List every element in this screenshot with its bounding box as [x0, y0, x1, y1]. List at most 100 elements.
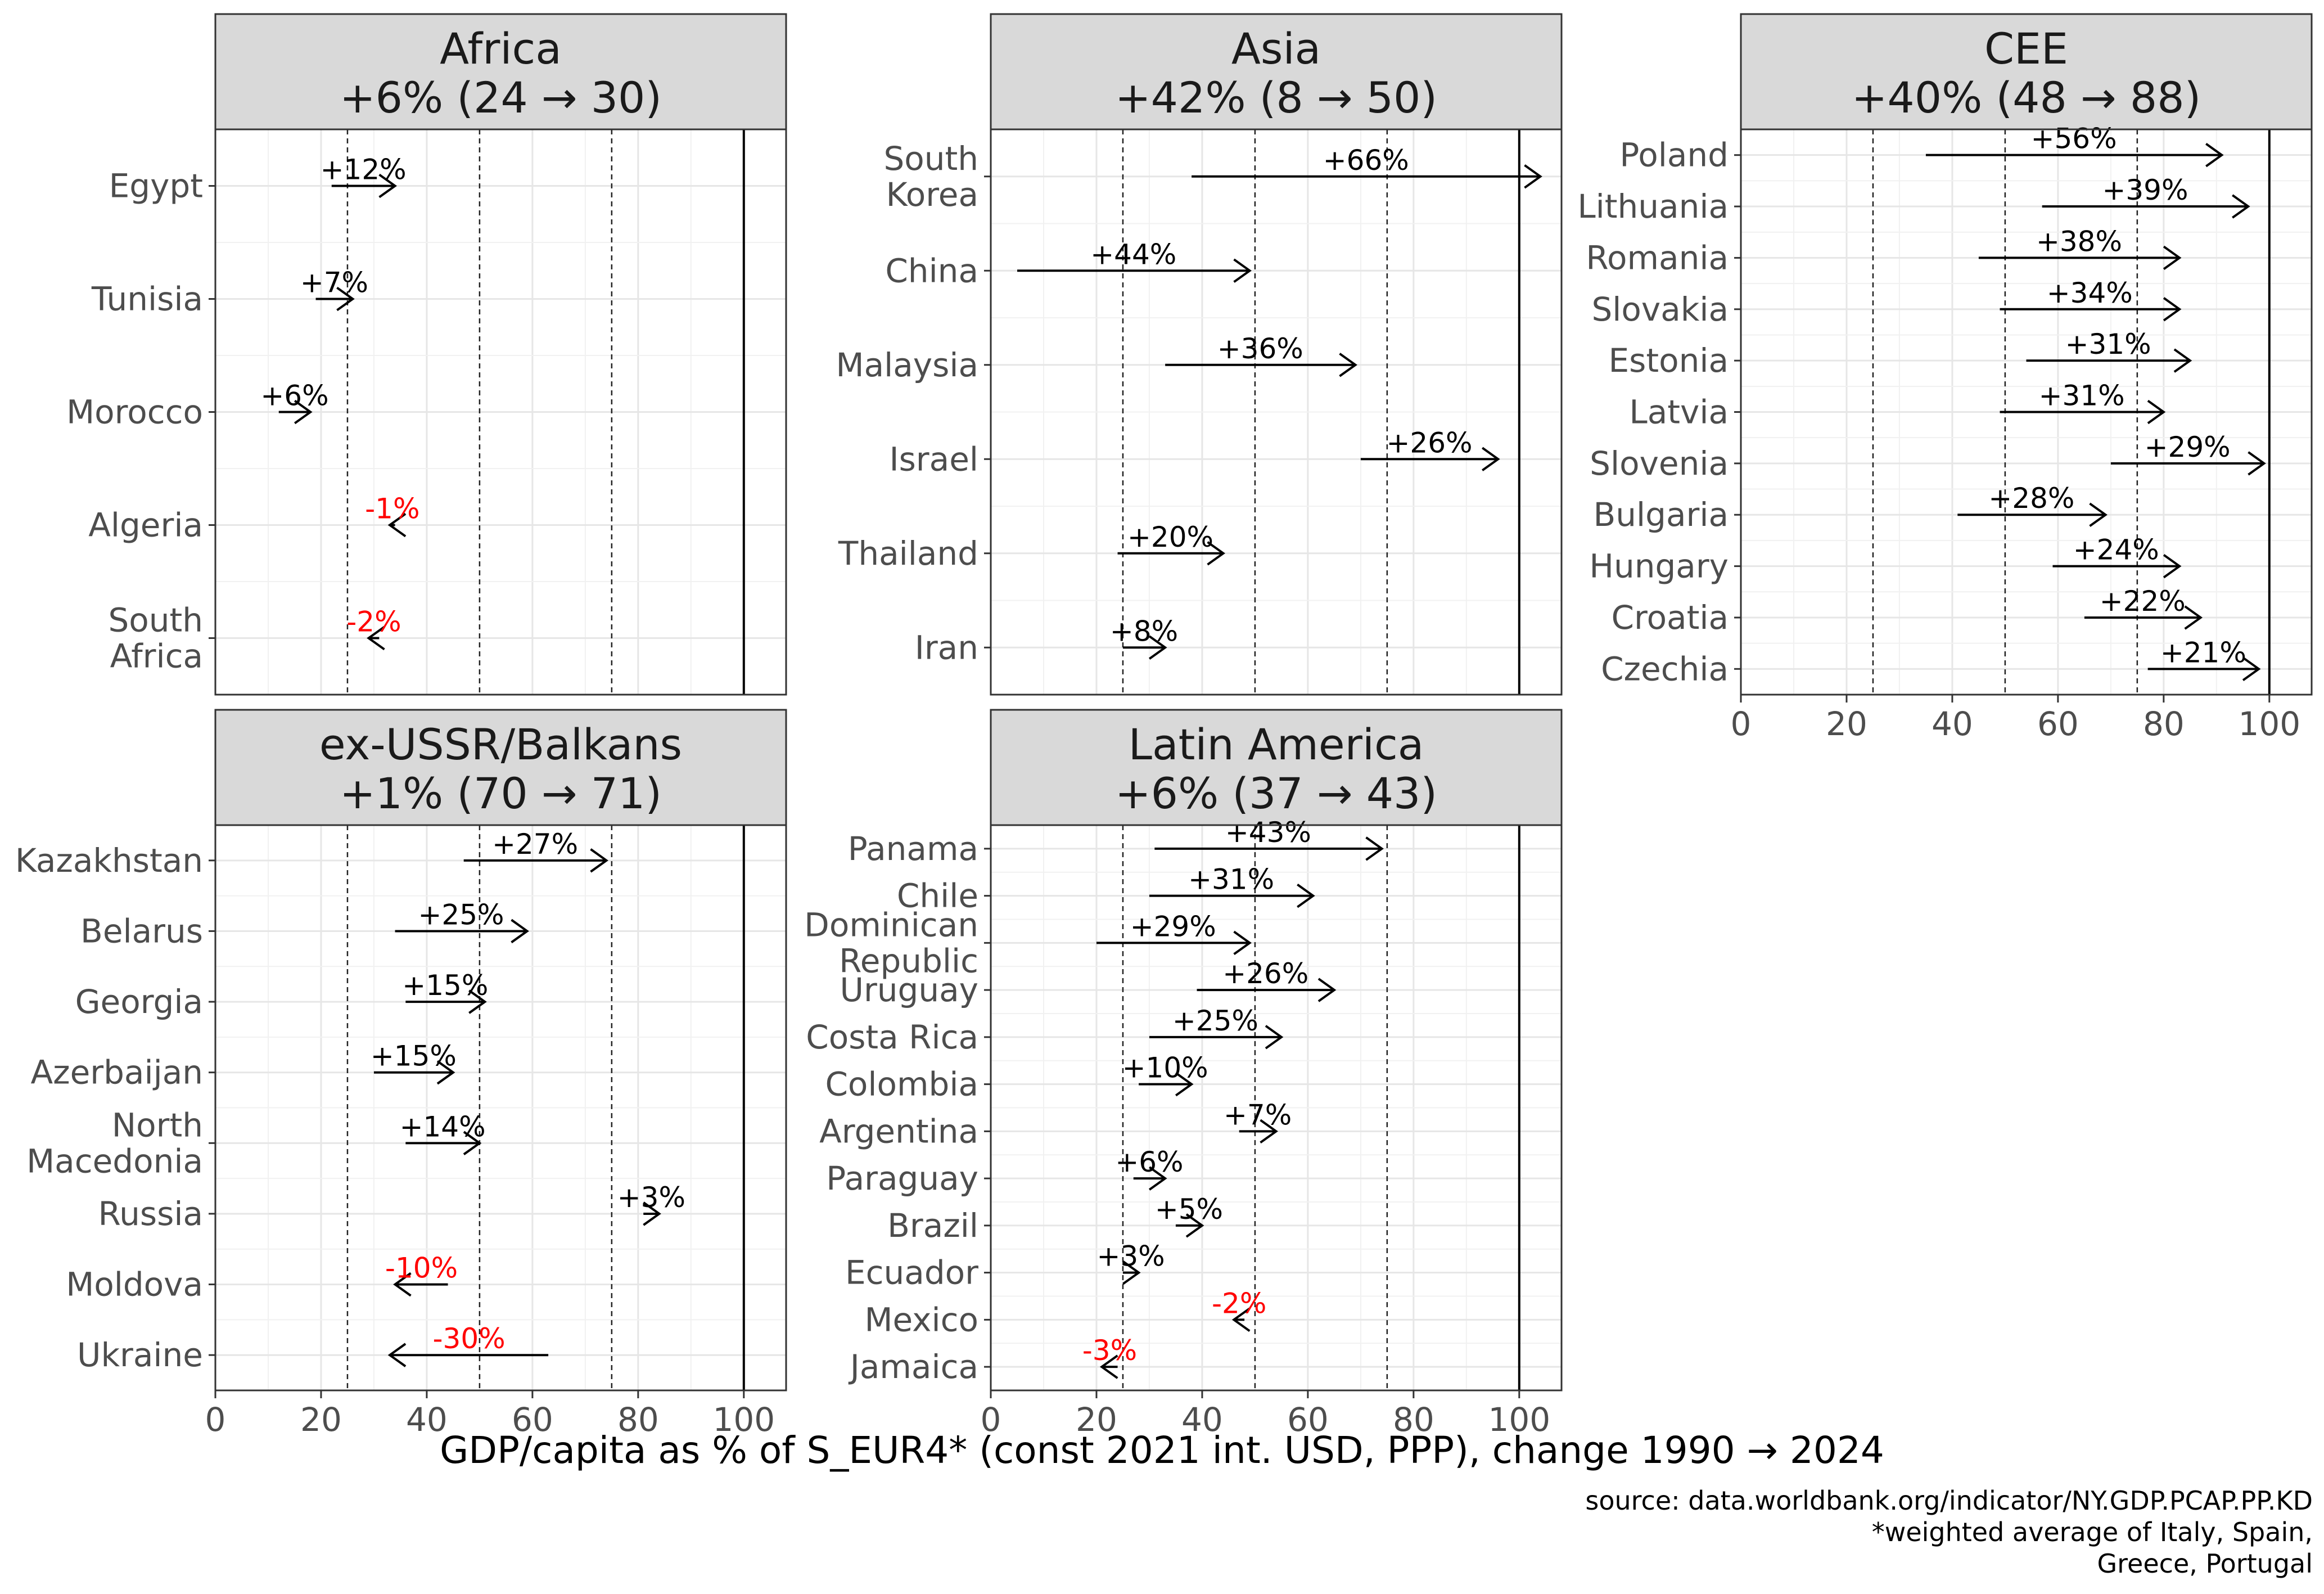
panel-header	[990, 709, 1563, 826]
panel-header	[214, 709, 787, 826]
panel-latin-america: Latin America+6% (37 → 43)+43% Panama +31%…	[804, 709, 1563, 1439]
data-label: +10%	[1122, 1052, 1208, 1084]
country-label: Ecuador	[845, 1254, 978, 1292]
arrow-head	[294, 399, 313, 425]
panel-title: Africa	[440, 24, 562, 74]
panel-summary: +6% (37 → 43)	[1115, 768, 1437, 818]
data-label: +39%	[2102, 174, 2188, 206]
country-label: Russia	[98, 1195, 203, 1233]
data-label: +6%	[260, 380, 328, 412]
arrow-head	[436, 1060, 455, 1085]
data-label: +14%	[400, 1110, 486, 1143]
arrow-head	[1233, 258, 1252, 283]
panel-header	[214, 13, 787, 130]
data-label: +66%	[1323, 144, 1409, 177]
country-label: Brazil	[887, 1206, 978, 1245]
x-tick-label: 0	[1731, 705, 1752, 743]
country-label: Belarus	[80, 912, 203, 950]
arrow-head	[367, 625, 385, 651]
panel-border	[214, 128, 787, 696]
arrow-head	[2163, 245, 2182, 271]
data-label: +12%	[321, 154, 407, 186]
x-tick-label: 100	[2238, 705, 2300, 743]
country-label: Moldova	[66, 1266, 203, 1304]
country-label: Poland	[1619, 136, 1729, 174]
x-tick-label: 100	[1488, 1401, 1550, 1439]
country-label: Uruguay	[840, 971, 979, 1009]
panel-border	[1740, 128, 2313, 696]
country-label: Thailand	[838, 534, 978, 573]
panel-ex-ussr-balkans: ex-USSR/Balkans+1% (70 → 71) +27% Kazakhst…	[15, 709, 787, 1439]
data-label: -30%	[433, 1322, 506, 1355]
country-label: Argentina	[819, 1112, 978, 1150]
arrow-head	[1233, 930, 1252, 956]
x-tick-label: 20	[1826, 705, 1867, 743]
panel-summary: +40% (48 → 88)	[1852, 73, 2201, 123]
country-label: Estonia	[1608, 341, 1729, 380]
data-label: +31%	[2065, 328, 2151, 361]
country-label: Algeria	[88, 506, 203, 544]
data-label: +24%	[2073, 534, 2159, 566]
source-line: source: data.worldbank.org/indicator/NY.…	[1585, 1485, 2313, 1516]
panel-header	[990, 13, 1563, 130]
arrow-head	[2184, 605, 2203, 630]
data-label: +22%	[2100, 585, 2186, 618]
panel-summary: +6% (24 → 30)	[340, 73, 662, 123]
country-label: Tunisia	[91, 280, 203, 318]
panel-cee: CEE+40% (48 → 88)+56% Poland +39% Lithuania…	[1577, 13, 2313, 743]
country-label: Hungary	[1589, 547, 1729, 586]
arrow-head	[1122, 1260, 1141, 1285]
data-label: +25%	[418, 898, 504, 931]
country-label: Slovakia	[1591, 290, 1729, 328]
country-label: Kazakhstan	[15, 841, 203, 880]
data-label: +8%	[1110, 615, 1178, 647]
arrow-head	[2163, 553, 2182, 579]
data-label: +27%	[492, 828, 578, 861]
data-label: +28%	[1988, 482, 2074, 515]
data-label: +43%	[1225, 816, 1311, 849]
country-label: Chile	[897, 877, 978, 915]
data-label: -1%	[365, 493, 419, 525]
panel-summary: +1% (70 → 71)	[340, 768, 662, 818]
arrow-head	[387, 1343, 407, 1367]
country-label: South Korea	[883, 139, 978, 214]
panel-africa: Africa+6% (24 → 30) +12% Egypt +7% Tunisia +6…	[66, 13, 787, 696]
data-label: +5%	[1155, 1193, 1223, 1226]
country-label: Ukraine	[77, 1336, 203, 1374]
arrow-head	[1482, 447, 1500, 471]
arrow-head	[2173, 348, 2192, 373]
country-label: Morocco	[66, 393, 203, 431]
source-line: *weighted average of Italy, Spain,	[1871, 1517, 2313, 1547]
x-tick-label: 0	[205, 1401, 226, 1439]
data-label: +21%	[2160, 636, 2246, 669]
arrow-head	[1265, 1025, 1284, 1050]
country-label: Iran	[915, 628, 978, 667]
panel-border	[990, 128, 1563, 696]
data-label: +25%	[1172, 1005, 1258, 1037]
country-label: Paraguay	[826, 1159, 978, 1197]
data-label: +26%	[1222, 957, 1308, 990]
x-tick-label: 40	[1181, 1401, 1223, 1439]
arrow-head	[2163, 297, 2182, 322]
arrow-head	[2147, 399, 2166, 425]
arrow-head	[2089, 502, 2108, 527]
arrow-head	[1365, 836, 1384, 861]
x-tick-label: 80	[1393, 1401, 1434, 1439]
country-label: Costa Rica	[806, 1018, 978, 1056]
arrow-head	[1317, 978, 1337, 1002]
country-label: Israel	[889, 440, 978, 478]
arrow-head	[336, 286, 355, 312]
country-label: Malaysia	[836, 346, 978, 384]
country-label: Colombia	[825, 1065, 978, 1104]
panel-border	[214, 824, 787, 1392]
data-label: +15%	[371, 1040, 457, 1073]
data-label: -2%	[346, 606, 401, 638]
data-label: -2%	[1212, 1287, 1266, 1320]
arrow-head	[463, 1131, 482, 1155]
country-label: Egypt	[109, 167, 203, 205]
data-label: +26%	[1387, 426, 1473, 459]
data-label: +7%	[300, 267, 368, 299]
country-label: Romania	[1586, 238, 1729, 277]
country-label: Croatia	[1612, 598, 1729, 637]
arrow-head	[1524, 164, 1542, 189]
